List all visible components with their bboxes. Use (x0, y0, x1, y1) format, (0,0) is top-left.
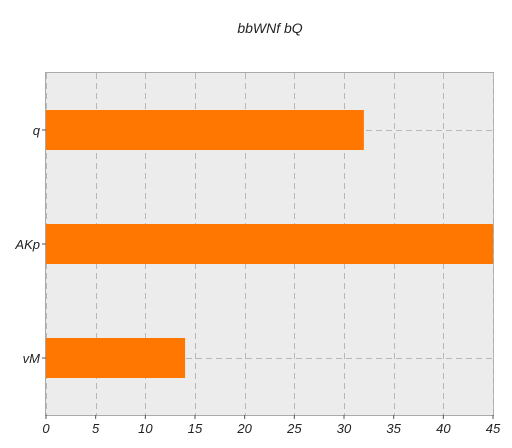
bar-AKp (46, 224, 493, 264)
bars (46, 110, 493, 378)
y-tick-label: AKp (14, 237, 40, 252)
bar-vM (46, 338, 186, 378)
x-tick-label: 25 (286, 421, 302, 436)
bar-q (46, 110, 364, 150)
x-tick-label: 40 (436, 421, 451, 436)
x-tick-label: 35 (386, 421, 401, 436)
y-tick-label: q (33, 123, 41, 138)
x-tick-label: 20 (236, 421, 252, 436)
y-tick-label: vM (23, 351, 41, 366)
x-tick-label: 0 (42, 421, 50, 436)
x-tick-label: 30 (337, 421, 352, 436)
y-axis-ticks: q AKp vM (14, 123, 46, 366)
x-tick-label: 45 (486, 421, 501, 436)
x-tick-label: 15 (188, 421, 203, 436)
chart-title: bbWNf bQ (237, 20, 302, 36)
x-tick-label: 10 (138, 421, 153, 436)
x-tick-label: 5 (92, 421, 100, 436)
x-axis-ticks: 0 5 10 15 20 25 30 35 40 45 (42, 415, 501, 436)
